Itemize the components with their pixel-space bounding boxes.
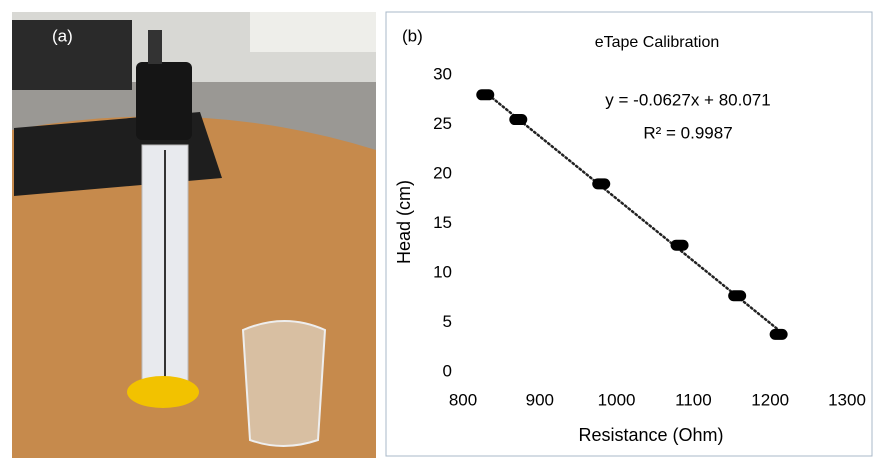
y-tick-label: 10: [433, 262, 452, 281]
x-tick-label: 800: [449, 390, 477, 409]
y-tick-label: 5: [443, 312, 452, 331]
x-tick-label: 1200: [751, 390, 789, 409]
chart-frame: [385, 11, 873, 457]
r-squared: R² = 0.9987: [643, 123, 732, 142]
x-tick-label: 1100: [675, 390, 712, 409]
x-tick-label: 900: [526, 390, 554, 409]
trendline: [484, 91, 780, 332]
beaker: [241, 320, 327, 447]
data-point: [728, 290, 747, 302]
data-point: [476, 89, 495, 101]
x-tick-label: 1000: [598, 390, 636, 409]
data-point: [592, 178, 611, 190]
etape-sensor: [136, 62, 192, 140]
x-axis-label: Resistance (Ohm): [578, 425, 723, 445]
cylinder-base: [127, 376, 199, 408]
panel-label: (a): [52, 26, 73, 45]
y-tick-label: 0: [443, 361, 452, 380]
data-point: [769, 328, 788, 340]
data-point: [670, 239, 689, 251]
panel-label: (b): [402, 26, 423, 45]
y-tick-label: 30: [433, 64, 452, 83]
window: [250, 12, 376, 52]
y-tick-label: 25: [433, 114, 452, 133]
y-tick-label: 15: [433, 213, 452, 232]
trendline-equation: y = -0.0627x + 80.071: [605, 90, 770, 109]
y-axis-label: Head (cm): [394, 180, 414, 264]
y-tick-label: 20: [433, 163, 452, 182]
cable: [148, 30, 162, 64]
monitor: [12, 20, 132, 90]
data-point: [509, 114, 528, 126]
x-tick-label: 1300: [828, 390, 866, 409]
photo: (a): [12, 12, 376, 458]
chart-title: eTape Calibration: [595, 34, 720, 51]
chart: (b) eTape Calibration Resistance (Ohm) H…: [394, 26, 866, 444]
